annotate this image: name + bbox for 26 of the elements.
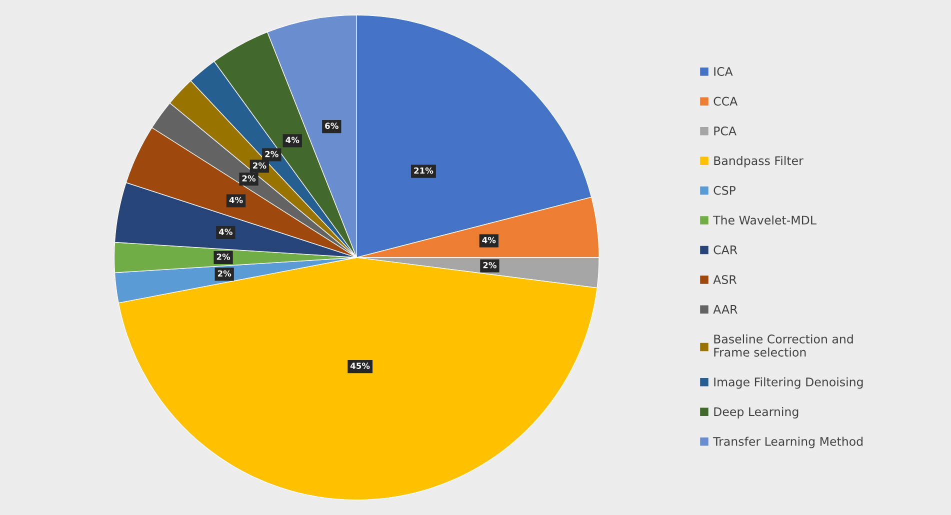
- data-label: 4%: [218, 228, 232, 235]
- legend-label: PCA: [714, 126, 736, 136]
- legend-label: Deep Learning: [714, 407, 798, 418]
- data-label: 4%: [286, 136, 300, 144]
- data-label: 4%: [482, 236, 496, 244]
- legend-label: CCA: [714, 96, 738, 106]
- legend-label: Baseline Correction and Frame selection: [714, 334, 853, 357]
- data-label: 2%: [242, 175, 256, 182]
- data-label: 6%: [325, 122, 338, 129]
- legend-label: Bandpass Filter: [714, 156, 804, 168]
- legend-label: Image Filtering Denoising: [714, 377, 863, 389]
- data-label: 2%: [253, 162, 266, 169]
- data-label: 45%: [350, 362, 370, 369]
- legend-label: Transfer Learning Method: [713, 436, 863, 448]
- data-label: 2%: [218, 270, 232, 277]
- legend-label: CSP: [714, 186, 736, 195]
- legend-label: CAR: [714, 245, 738, 254]
- data-label: 2%: [265, 150, 278, 158]
- data-label: 2%: [216, 254, 230, 260]
- legend-label: The Wavelet-MDL: [713, 215, 816, 225]
- legend-label: ASR: [713, 275, 737, 284]
- legend-label: AAR: [713, 304, 738, 314]
- data-label: 4%: [229, 196, 243, 204]
- legend-label: ICA: [714, 67, 733, 76]
- data-label: 21%: [414, 167, 434, 174]
- data-label: 2%: [483, 262, 496, 268]
